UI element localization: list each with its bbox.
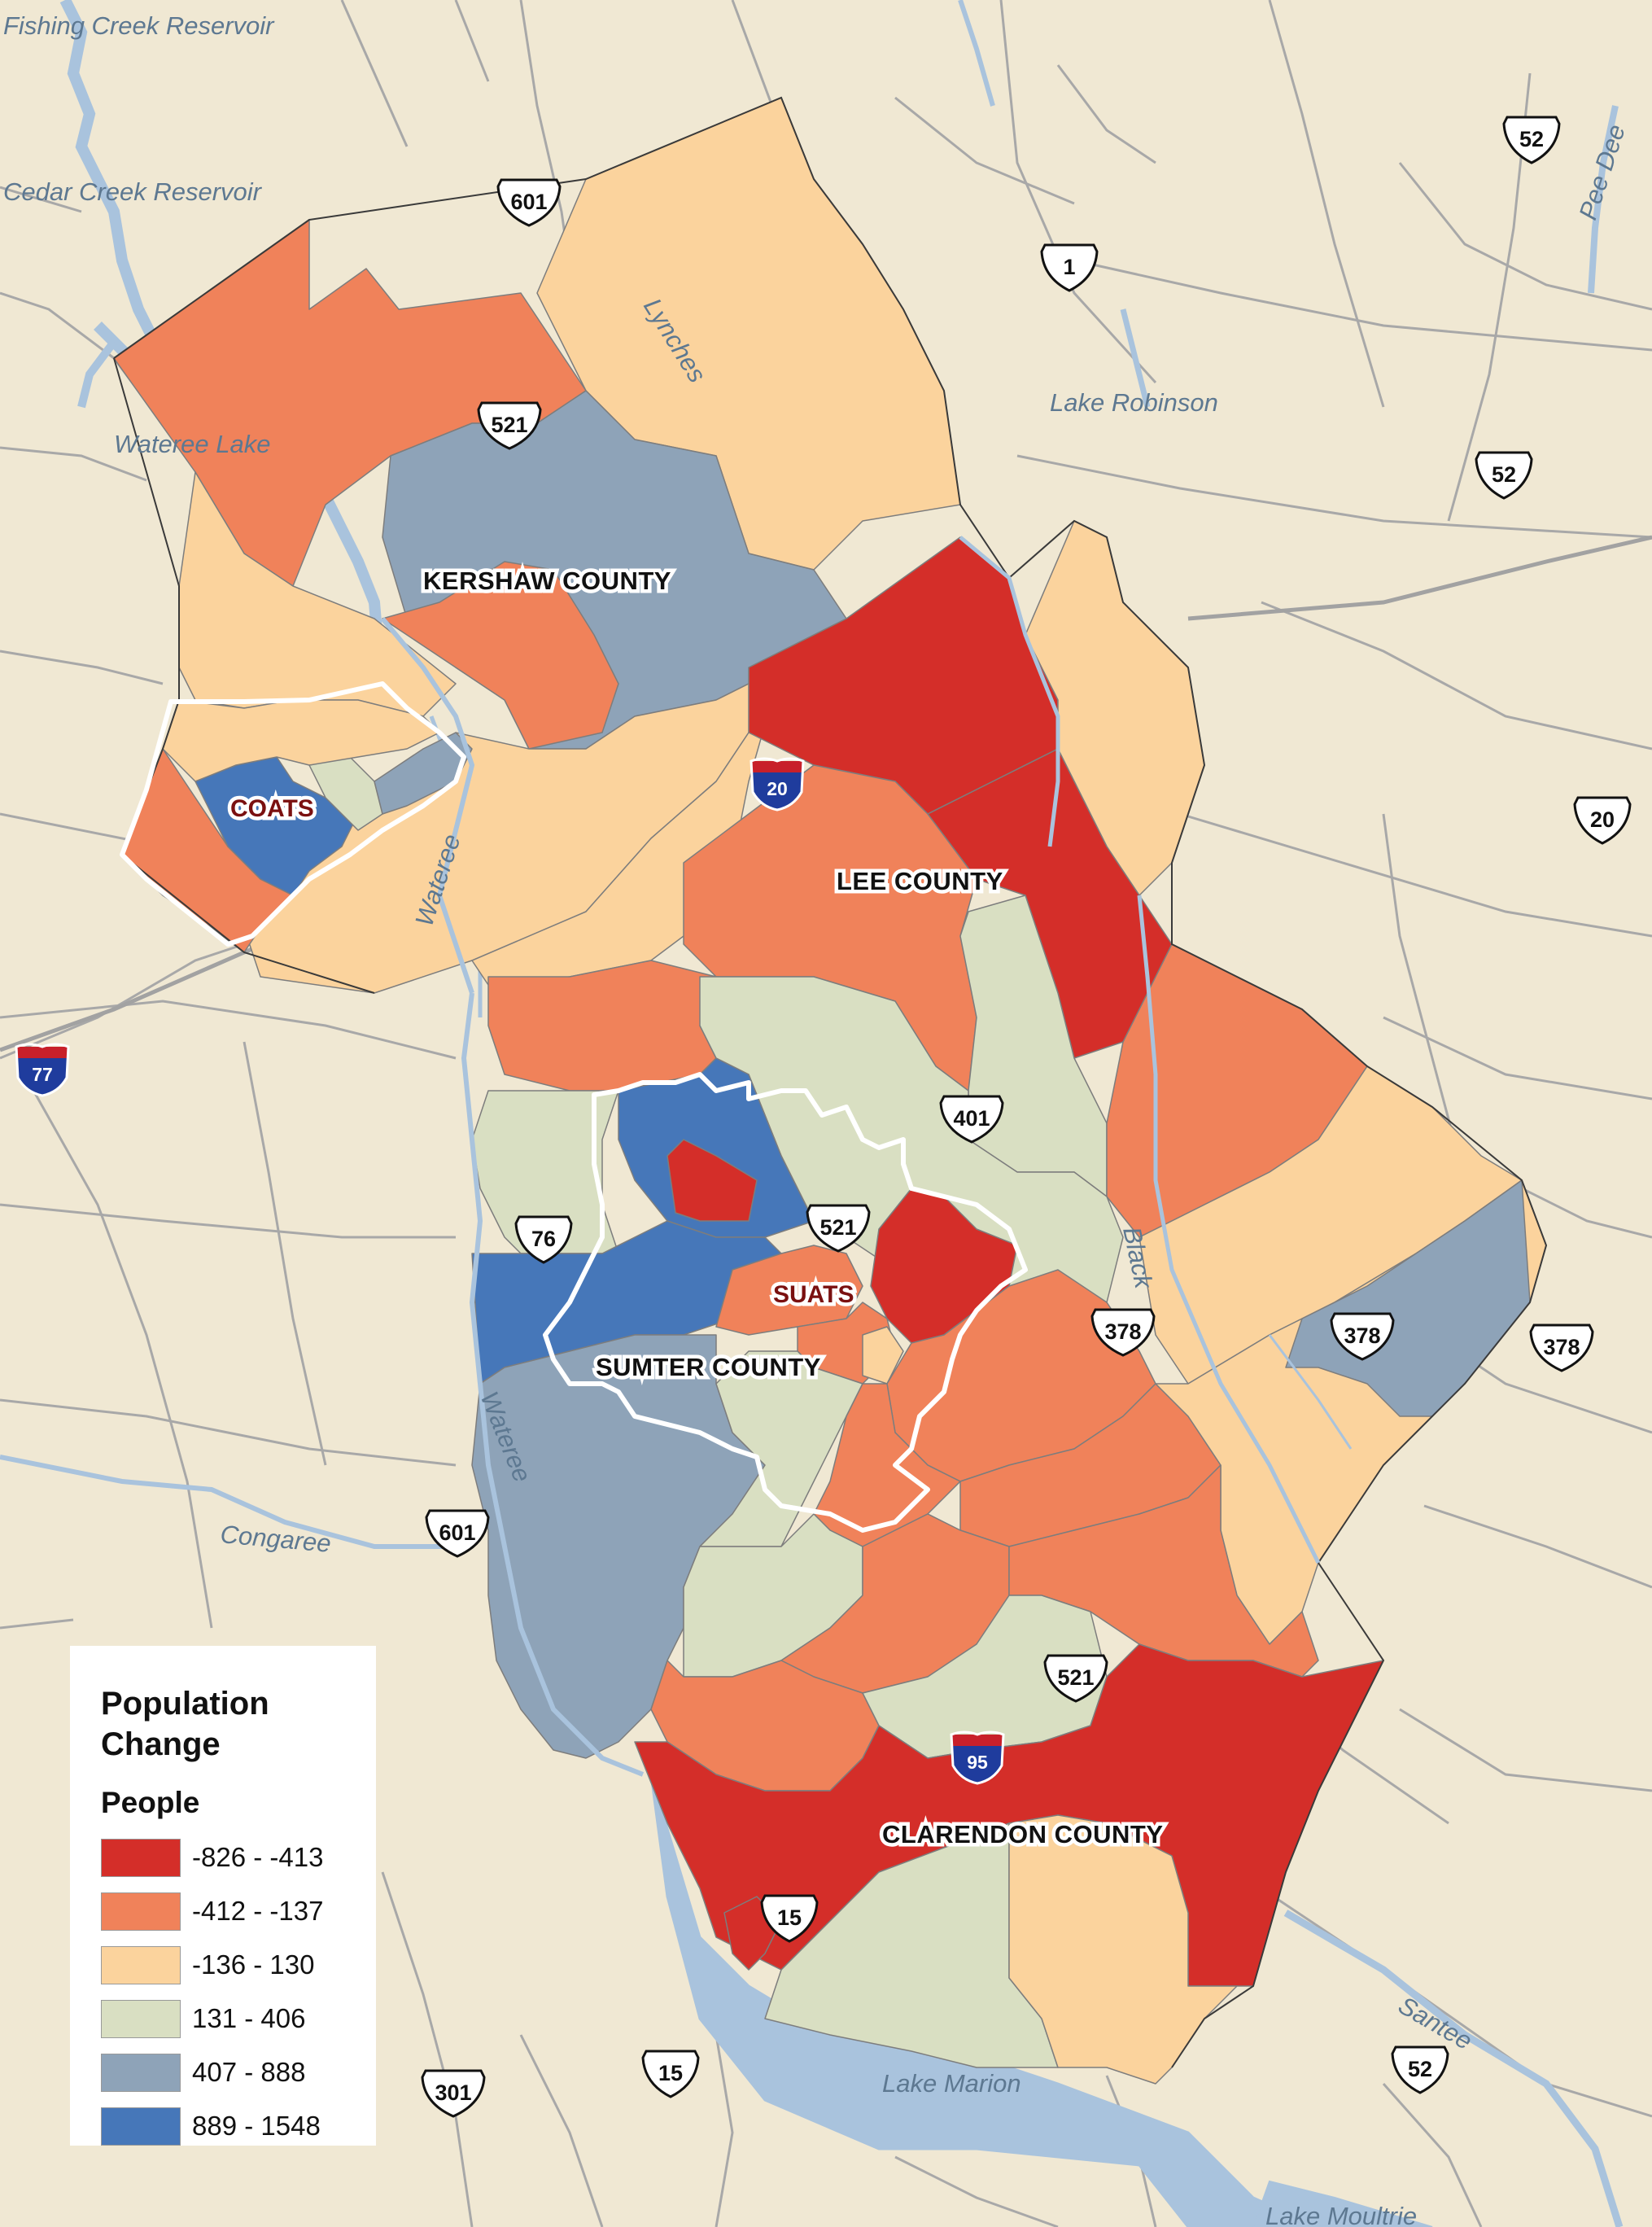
- route-shields: 601 52 1 521 52 20 401 521: [421, 116, 1632, 2118]
- shield-us378-far-east: 378: [1529, 1324, 1594, 1372]
- shield-us378-center: 378: [1090, 1308, 1156, 1357]
- shield-us301: 301: [421, 2069, 486, 2118]
- svg-text:378: 378: [1344, 1324, 1380, 1348]
- shield-us15-north: 15: [760, 1894, 819, 1943]
- label-lee-county: LEE COUNTY: [837, 867, 1003, 895]
- svg-text:76: 76: [531, 1227, 556, 1251]
- map-legend: Population Change People -826 - -413 -41…: [70, 1646, 376, 2146]
- svg-text:601: 601: [439, 1520, 475, 1545]
- suats-boundary: [543, 1072, 1028, 1533]
- shield-us601-north: 601: [496, 178, 562, 227]
- county-boundaries: [113, 96, 1548, 2068]
- region-labels: KERSHAW COUNTY LEE COUNTY SUMTER COUNTY …: [227, 563, 1167, 1853]
- label-lake-robinson: Lake Robinson: [1050, 388, 1218, 417]
- svg-text:301: 301: [435, 2080, 471, 2105]
- svg-text:20: 20: [767, 778, 788, 799]
- shield-us378-east: 378: [1330, 1312, 1395, 1361]
- study-area-outlines: [120, 681, 1028, 1533]
- svg-text:20: 20: [1590, 807, 1615, 832]
- shield-us401: 401: [939, 1095, 1004, 1144]
- legend-label: -826 - -413: [192, 1842, 324, 1872]
- legend-swatch: [101, 2107, 181, 2146]
- tract-kershaw-center-orange: [382, 561, 619, 750]
- svg-text:601: 601: [510, 190, 547, 214]
- svg-text:15: 15: [777, 1905, 802, 1930]
- legend-item: 131 - 406: [101, 1997, 376, 2040]
- legend-item: -412 - -137: [101, 1890, 376, 1932]
- svg-text:95: 95: [967, 1752, 988, 1773]
- coats-boundary: [120, 681, 466, 947]
- shield-us521-sumter: 521: [806, 1204, 871, 1253]
- svg-text:378: 378: [1543, 1335, 1580, 1359]
- legend-subtitle: People: [101, 1786, 200, 1819]
- svg-text:521: 521: [1057, 1665, 1094, 1690]
- shield-us20-east: 20: [1573, 796, 1632, 845]
- tract-sumter-red-center: [666, 1139, 758, 1222]
- legend-swatch: [101, 1999, 181, 2038]
- legend-swatch: [101, 1838, 181, 1877]
- tract-sumter-nw-orange: [487, 960, 717, 1092]
- svg-text:1: 1: [1063, 255, 1075, 279]
- interstate-shields: 20 77 95: [15, 757, 1005, 1785]
- svg-text:521: 521: [819, 1215, 856, 1240]
- legend-label: 889 - 1548: [192, 2111, 321, 2141]
- label-lake-marion: Lake Marion: [882, 2069, 1021, 2098]
- label-kershaw-county: KERSHAW COUNTY: [423, 567, 671, 595]
- legend-item: 889 - 1548: [101, 2105, 376, 2147]
- legend-swatch: [101, 1945, 181, 1984]
- svg-text:378: 378: [1104, 1319, 1141, 1344]
- legend-label: -412 - -137: [192, 1896, 324, 1926]
- shield-us1: 1: [1040, 243, 1099, 292]
- census-tracts: [113, 97, 1547, 2085]
- label-coats: COATS: [230, 795, 314, 822]
- shield-us52-south: 52: [1391, 2045, 1449, 2094]
- label-lake-moultrie: Lake Moultrie: [1265, 2202, 1417, 2227]
- shield-us521-south: 521: [1043, 1654, 1108, 1703]
- tract-sumter-suats-orange-1: [715, 1245, 863, 1336]
- legend-item: -136 - 130: [101, 1944, 376, 1986]
- label-wateree-lake: Wateree Lake: [114, 430, 270, 458]
- shield-us52-ne: 52: [1502, 116, 1561, 164]
- shield-us76: 76: [514, 1215, 573, 1264]
- label-cedar-creek-reservoir: Cedar Creek Reservoir: [3, 177, 263, 206]
- label-suats: SUATS: [773, 1281, 854, 1308]
- svg-text:52: 52: [1519, 127, 1544, 151]
- shield-i20: 20: [750, 757, 805, 812]
- label-clarendon-county: CLARENDON COUNTY: [882, 1820, 1164, 1849]
- svg-text:52: 52: [1492, 462, 1516, 487]
- shield-i77: 77: [15, 1043, 70, 1097]
- legend-label: -136 - 130: [192, 1949, 315, 1980]
- rivers: [380, 536, 1353, 1777]
- tract-coats-peach: [162, 699, 440, 782]
- shield-us601-south: 601: [425, 1509, 490, 1558]
- shield-us521-north: 521: [477, 401, 542, 450]
- tract-coats-grey: [374, 732, 473, 815]
- label-fishing-creek-reservoir: Fishing Creek Reservoir: [3, 11, 275, 40]
- tract-sumter-center-green: [699, 1350, 863, 1547]
- legend-swatch: [101, 2053, 181, 2092]
- legend-label: 407 - 888: [192, 2057, 306, 2087]
- svg-text:52: 52: [1408, 2057, 1432, 2081]
- tract-sumter-suats-peach: [862, 1326, 904, 1385]
- tract-sumter-nw-blue: [618, 1057, 815, 1238]
- shield-us15-south: 15: [641, 2050, 700, 2098]
- svg-text:401: 401: [953, 1106, 990, 1131]
- svg-text:15: 15: [658, 2061, 683, 2085]
- legend-label: 131 - 406: [192, 2003, 306, 2033]
- legend-swatch: [101, 1892, 181, 1931]
- label-sumter-county: SUMTER COUNTY: [596, 1353, 821, 1381]
- svg-text:521: 521: [491, 413, 527, 437]
- legend-item: -826 - -413: [101, 1836, 376, 1879]
- legend-item: 407 - 888: [101, 2051, 376, 2094]
- legend-title: Population Change: [101, 1686, 269, 1762]
- shield-us52-mid: 52: [1475, 451, 1533, 500]
- svg-text:77: 77: [32, 1064, 53, 1085]
- shield-i95: 95: [950, 1730, 1005, 1785]
